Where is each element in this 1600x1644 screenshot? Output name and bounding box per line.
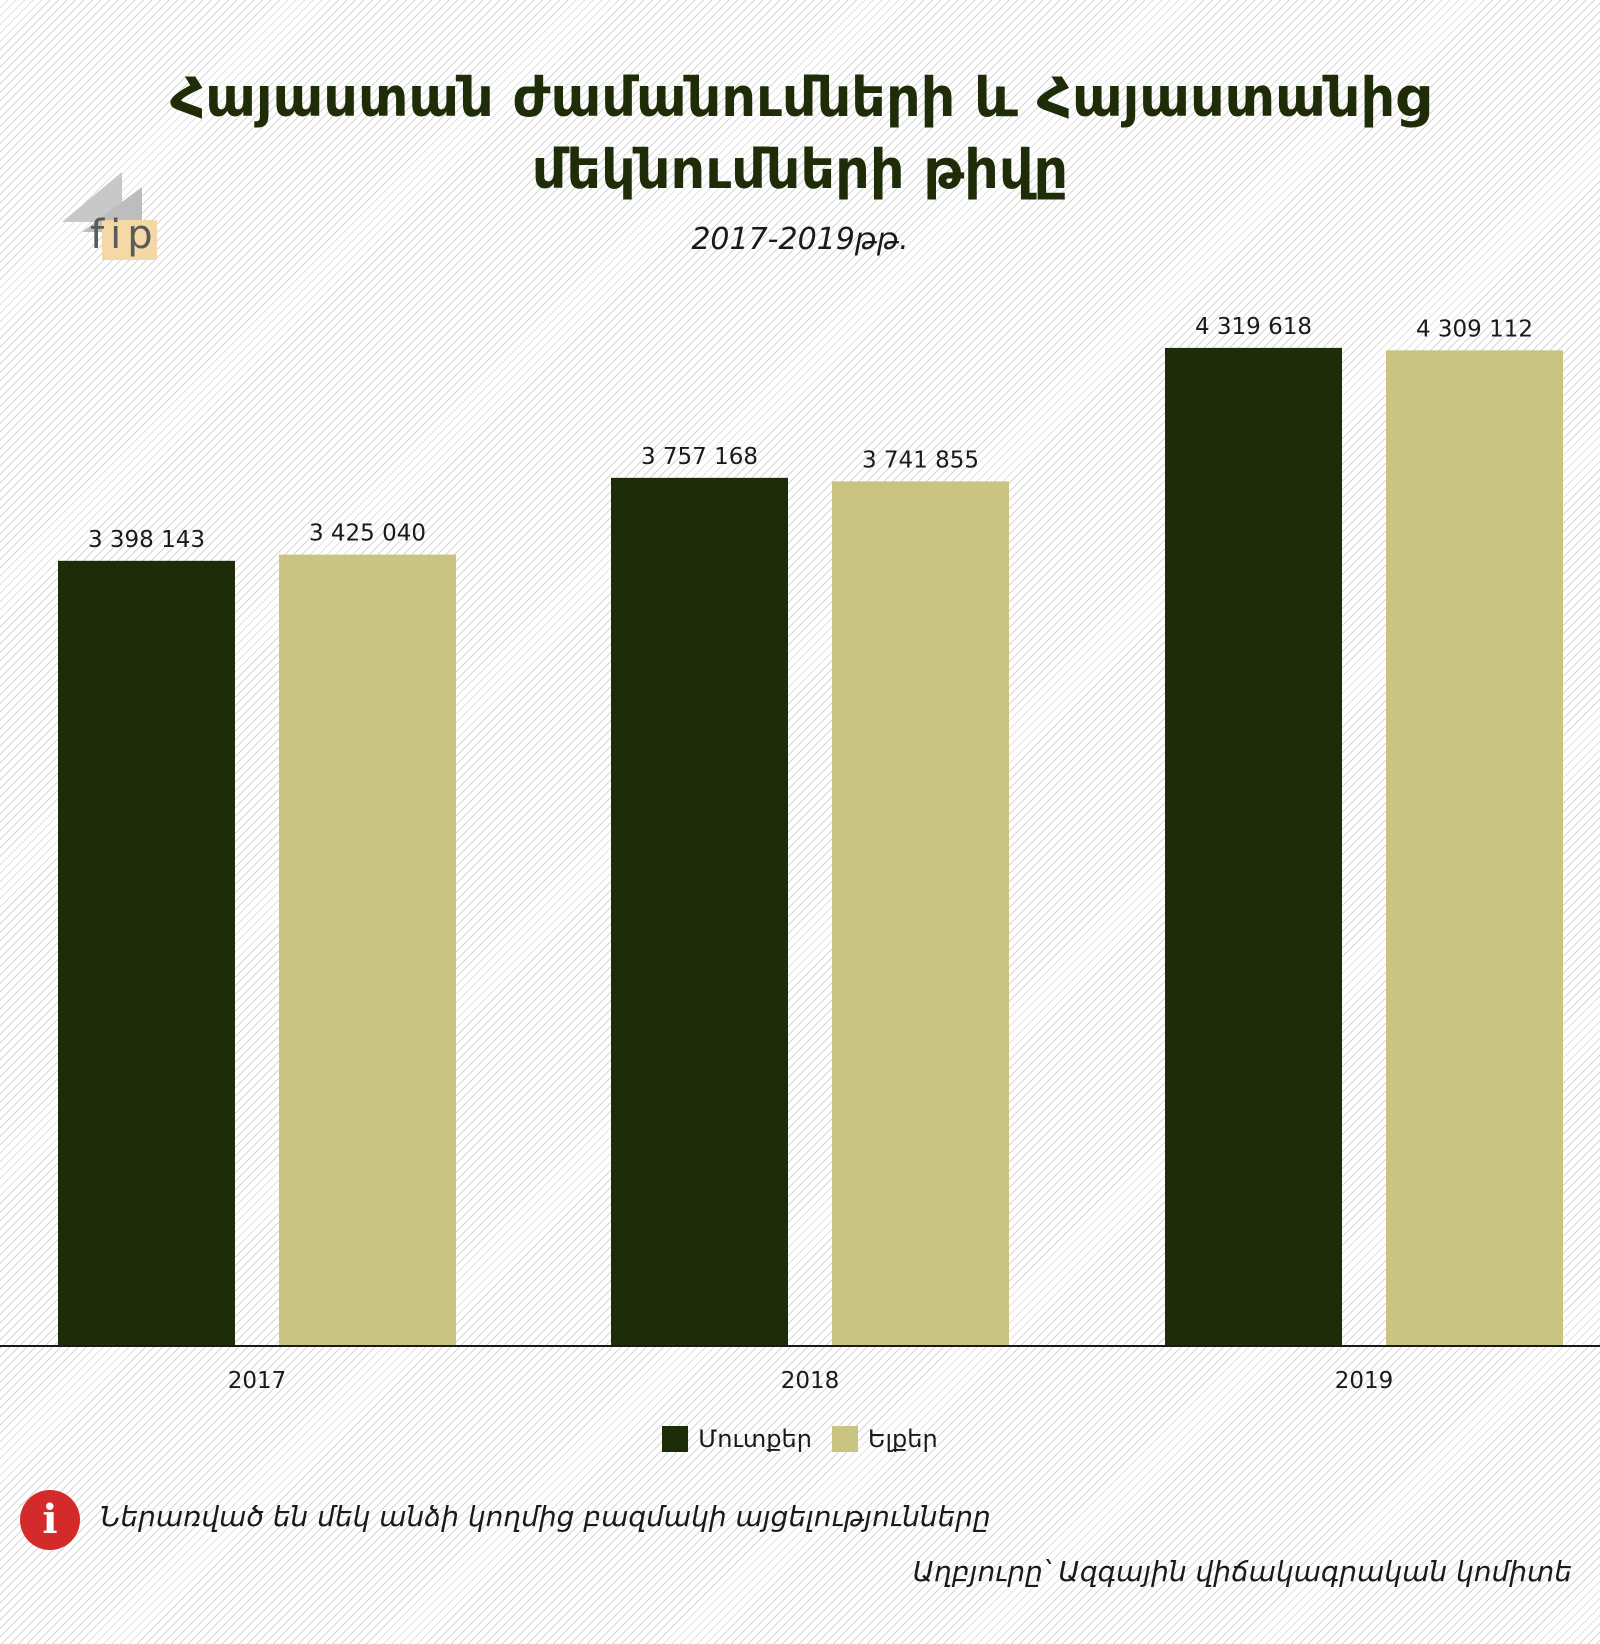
data-label-departures-2018: 3 741 855 <box>862 447 979 473</box>
bar-arrivals-2017 <box>58 560 235 1346</box>
bar-departures-2019 <box>1386 350 1563 1346</box>
bar-arrivals-2018 <box>611 477 788 1346</box>
x-tick-label-2017: 2017 <box>228 1368 287 1394</box>
bar-arrivals-2019 <box>1165 347 1342 1346</box>
logo-square <box>102 220 157 260</box>
source-text: Աղբյուրը՝ Ազգային վիճակագրական կոմիտե <box>912 1555 1572 1588</box>
data-label-arrivals-2018: 3 757 168 <box>641 444 758 470</box>
data-label-departures-2019: 4 309 112 <box>1416 316 1533 342</box>
chart-subtitle: 2017-2019թթ. <box>691 222 909 257</box>
legend-swatch-departures <box>831 1426 858 1452</box>
legend-label-departures: Ելքեր <box>867 1425 938 1453</box>
data-label-arrivals-2019: 4 319 618 <box>1195 314 1312 340</box>
title-line-2: մեկնումների թիվը <box>531 138 1069 201</box>
x-tick-label-2019: 2019 <box>1335 1368 1394 1394</box>
x-tick-label-2018: 2018 <box>781 1368 840 1394</box>
chart-title: Հայաստան ժամանումների և Հայաստանից մեկնո… <box>0 62 1600 206</box>
legend-item-arrivals: Մուտքեր <box>662 1425 812 1453</box>
logo-triangle-back <box>62 172 122 222</box>
legend-label-arrivals: Մուտքեր <box>698 1425 812 1453</box>
fip-logo: fip <box>62 172 159 260</box>
title-line-1: Հայաստան ժամանումների և Հայաստանից <box>170 66 1430 129</box>
legend: Մուտքեր Ելքեր <box>0 1425 1600 1453</box>
bar-departures-2017 <box>279 554 456 1346</box>
data-label-arrivals-2017: 3 398 143 <box>88 527 205 553</box>
info-icon: i <box>20 1490 80 1550</box>
legend-item-departures: Ելքեր <box>831 1425 938 1453</box>
footnote: Ներառված են մեկ անձի կողմից բազմակի այցե… <box>100 1500 991 1533</box>
logo-text: fip <box>90 212 159 258</box>
bar-departures-2018 <box>832 481 1009 1346</box>
legend-swatch-arrivals <box>662 1426 689 1452</box>
data-label-departures-2017: 3 425 040 <box>309 521 426 547</box>
